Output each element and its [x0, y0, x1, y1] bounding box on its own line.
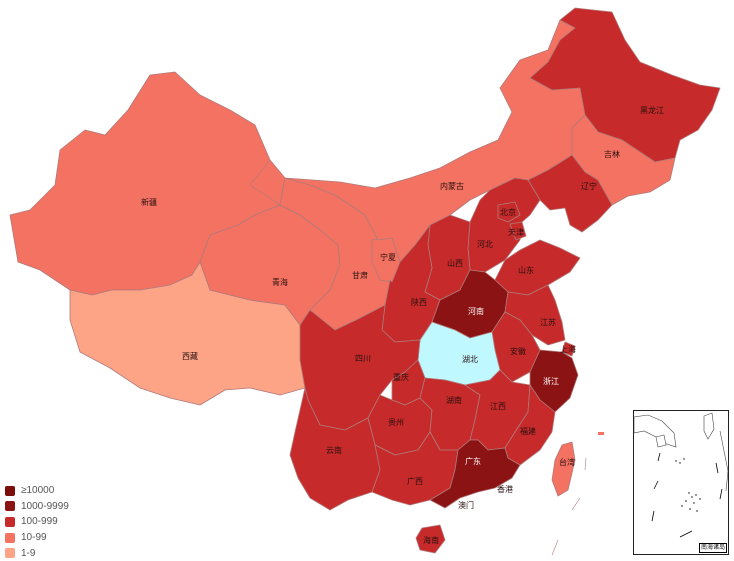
legend-item-ge10000[interactable]: ≥10000 — [5, 483, 115, 499]
label-shanghai: 上海 — [560, 344, 576, 354]
province-hainan[interactable] — [415, 524, 446, 554]
legend-label: 1-9 — [21, 547, 36, 559]
province-guangdong[interactable] — [429, 439, 521, 509]
island-mark — [598, 432, 604, 435]
label-xinjiang: 新疆 — [141, 197, 157, 207]
label-shanxi: 山西 — [447, 258, 463, 268]
label-ningxia: 宁夏 — [380, 252, 396, 262]
label-hongkong: 香港 — [497, 484, 513, 494]
province-tianjin[interactable] — [509, 221, 527, 241]
label-jiangsu: 江苏 — [540, 317, 556, 327]
label-guizhou: 贵州 — [388, 417, 404, 427]
legend-label: ≥10000 — [21, 485, 55, 497]
legend-swatch — [5, 548, 15, 559]
label-hainan: 海南 — [423, 535, 439, 545]
label-heilongjiang: 黑龙江 — [640, 105, 664, 115]
label-neimenggu: 内蒙古 — [440, 181, 464, 191]
label-shaanxi: 陕西 — [411, 297, 427, 307]
legend-item-1000-9999[interactable]: 1000-9999 — [5, 499, 115, 515]
inset-label: 南海诸岛 — [698, 543, 727, 553]
label-liaoning: 辽宁 — [581, 181, 597, 191]
legend-label: 10-99 — [21, 532, 47, 544]
legend: ≥10000 1000-9999 100-999 10-99 1-9 — [5, 483, 115, 561]
label-guangdong: 广东 — [465, 456, 481, 466]
label-hubei: 湖北 — [462, 355, 478, 364]
legend-item-10-99[interactable]: 10-99 — [5, 530, 115, 546]
legend-swatch — [5, 485, 15, 496]
island-mark — [584, 457, 587, 471]
label-guangxi: 广西 — [407, 476, 423, 486]
label-fujian: 福建 — [520, 426, 536, 436]
province-shanghai[interactable] — [561, 341, 576, 357]
legend-swatch — [5, 516, 15, 527]
label-hebei: 河北 — [477, 239, 493, 249]
province-zhejiang[interactable] — [529, 349, 579, 413]
label-anhui: 安徽 — [510, 346, 526, 356]
label-gansu: 甘肃 — [352, 270, 368, 280]
label-sichuan: 四川 — [355, 354, 371, 363]
border-line — [249, 159, 281, 206]
label-xizang: 西藏 — [182, 351, 198, 361]
label-zhejiang: 浙江 — [543, 376, 559, 386]
label-henan: 河南 — [468, 306, 484, 316]
label-jiangxi: 江西 — [490, 402, 506, 411]
province-beijing[interactable] — [497, 201, 521, 223]
label-shandong: 山东 — [518, 265, 534, 275]
island-mark — [571, 497, 581, 511]
legend-label: 1000-9999 — [21, 500, 69, 512]
legend-item-100-999[interactable]: 100-999 — [5, 514, 115, 530]
label-chongqing: 重庆 — [393, 372, 409, 382]
legend-label: 100-999 — [21, 516, 58, 528]
label-yunnan: 云南 — [326, 445, 342, 455]
label-qinghai: 青海 — [272, 277, 288, 287]
label-jilin: 吉林 — [604, 149, 620, 159]
label-hunan: 湖南 — [446, 395, 462, 405]
legend-swatch — [5, 501, 15, 512]
label-taiwan: 台湾 — [559, 457, 575, 467]
south-china-sea-inset: 南海诸岛 — [633, 410, 729, 555]
legend-item-1-9[interactable]: 1-9 — [5, 545, 115, 561]
label-beijing: 北京 — [500, 207, 516, 217]
legend-swatch — [5, 532, 15, 543]
label-macau: 澳门 — [458, 500, 474, 510]
label-tianjin: 天津 — [508, 227, 524, 237]
province-taiwan[interactable] — [551, 441, 576, 497]
island-mark — [551, 539, 559, 556]
